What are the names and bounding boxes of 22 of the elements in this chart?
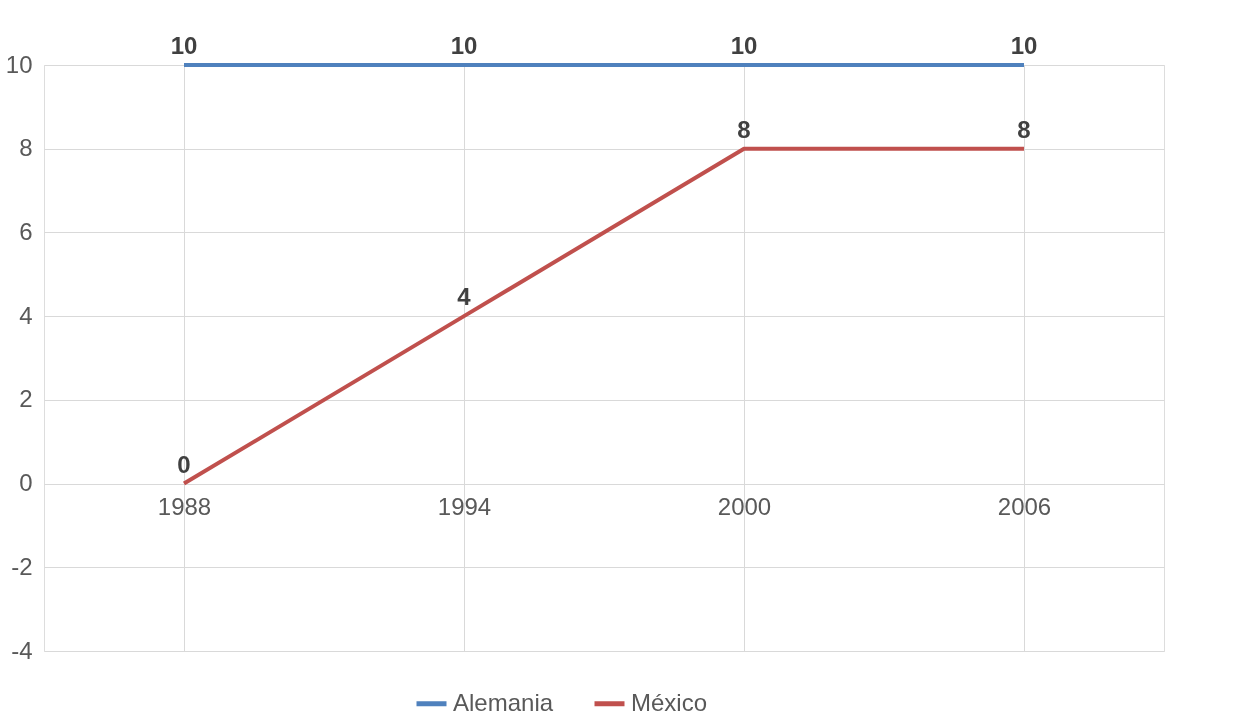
y-tick-label: 2 (19, 385, 33, 413)
legend-label: México (631, 688, 708, 715)
data-label: 10 (170, 32, 198, 59)
x-tick-label: 1994 (437, 493, 492, 521)
y-tick-label: -2 (11, 552, 33, 580)
y-tick-label: -4 (11, 636, 33, 664)
y-tick-label: 6 (19, 217, 33, 245)
x-tick-label: 2000 (717, 493, 772, 521)
y-tick-label: 0 (19, 469, 33, 497)
x-tick-label: 2006 (997, 493, 1052, 521)
data-label: 10 (1010, 32, 1038, 59)
y-tick-label: 10 (5, 50, 33, 78)
data-label: 10 (450, 32, 478, 59)
data-label: 8 (1017, 115, 1031, 143)
y-tick-label: 8 (19, 134, 33, 162)
legend-label: Alemania (453, 688, 554, 715)
data-label: 4 (457, 283, 472, 311)
data-label: 0 (177, 450, 191, 478)
y-tick-label: 4 (19, 301, 33, 329)
data-label: 10 (730, 32, 758, 59)
x-tick-label: 1988 (157, 493, 212, 521)
data-label: 8 (737, 115, 751, 143)
